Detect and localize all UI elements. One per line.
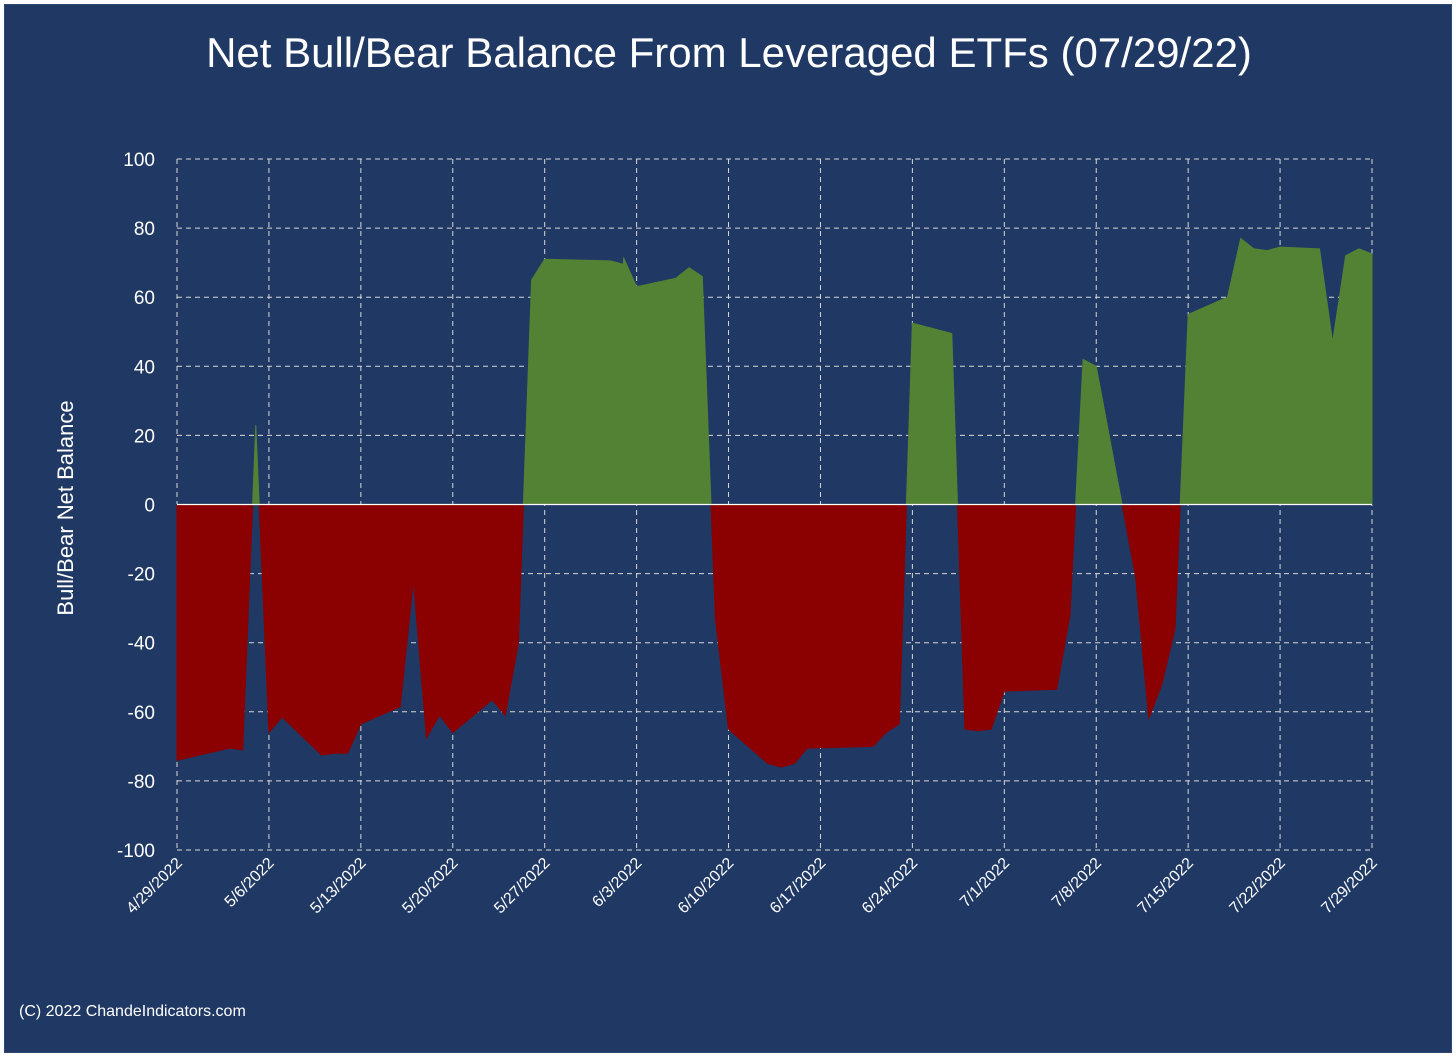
chart-frame: Net Bull/Bear Balance From Leveraged ETF…	[4, 4, 1452, 1053]
x-tick-label: 4/29/2022	[123, 855, 185, 917]
chart-svg: Net Bull/Bear Balance From Leveraged ETF…	[19, 29, 1381, 1020]
area-negative	[710, 504, 907, 768]
area-negative	[956, 504, 1077, 732]
area-positive	[1179, 237, 1373, 505]
x-tick-label: 5/13/2022	[307, 855, 369, 917]
x-tick-label: 7/22/2022	[1227, 855, 1289, 917]
x-tick-label: 7/8/2022	[1049, 855, 1105, 911]
y-tick-label: 100	[123, 150, 155, 171]
x-tick-label: 5/27/2022	[491, 855, 553, 917]
x-tick-label: 6/17/2022	[767, 855, 829, 917]
x-tick-label: 5/6/2022	[222, 855, 278, 911]
y-tick-label: 20	[134, 426, 155, 447]
x-tick-label: 7/1/2022	[957, 855, 1013, 911]
y-tick-label: 0	[144, 496, 155, 517]
y-tick-label: 40	[134, 357, 155, 378]
x-tick-label: 5/20/2022	[399, 855, 461, 917]
x-tick-label: 6/10/2022	[675, 855, 737, 917]
x-tick-label: 7/29/2022	[1318, 855, 1380, 917]
area-positive	[252, 424, 260, 505]
chart-title: Net Bull/Bear Balance From Leveraged ETF…	[206, 29, 1252, 76]
area-negative	[1121, 504, 1181, 719]
area-positive	[522, 257, 712, 505]
y-axis-label: Bull/Bear Net Balance	[53, 400, 78, 615]
area-negative	[258, 504, 524, 756]
area-positive	[1075, 358, 1123, 505]
area-series	[176, 237, 1373, 768]
y-tick-label: -60	[128, 703, 155, 724]
y-tick-label: -40	[128, 634, 155, 655]
y-tick-label: -100	[117, 841, 155, 862]
y-tick-label: -20	[128, 565, 155, 586]
x-tick-label: 6/3/2022	[589, 855, 645, 911]
copyright-text: (C) 2022 ChandeIndicators.com	[19, 1003, 246, 1020]
area-positive	[905, 322, 959, 505]
y-tick-labels: 100 80 60 40 20 0 -20 -40 -60 -80 -100	[117, 150, 155, 862]
y-tick-label: 60	[134, 288, 155, 309]
x-tick-label: 7/15/2022	[1135, 855, 1197, 917]
area-negative	[176, 504, 254, 761]
y-tick-label: 80	[134, 219, 155, 240]
x-tick-labels: 4/29/2022 5/6/2022 5/13/2022 5/20/2022 5/27/…	[123, 855, 1380, 917]
y-tick-label: -80	[128, 772, 155, 793]
x-tick-label: 6/24/2022	[859, 855, 921, 917]
